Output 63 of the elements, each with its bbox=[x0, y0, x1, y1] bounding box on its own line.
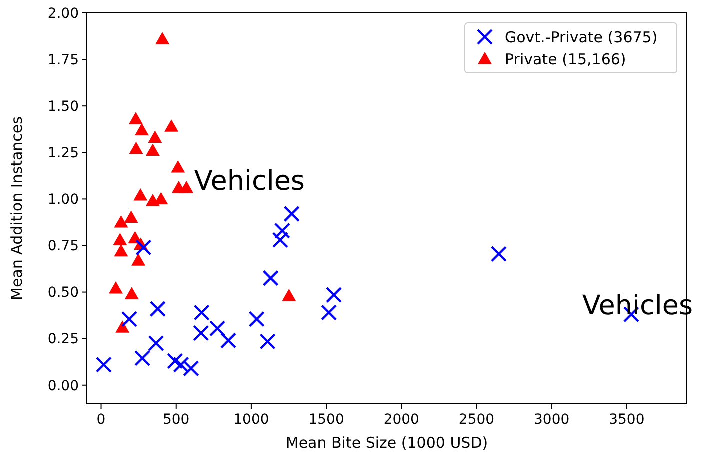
point bbox=[148, 335, 164, 352]
point bbox=[193, 325, 210, 342]
point bbox=[96, 356, 112, 373]
legend-label: Govt.-Private (3675) bbox=[505, 28, 658, 46]
point bbox=[129, 142, 144, 154]
point bbox=[167, 353, 184, 370]
point bbox=[124, 210, 138, 224]
point bbox=[136, 240, 152, 256]
point bbox=[148, 130, 162, 143]
point bbox=[134, 350, 151, 366]
point bbox=[173, 356, 190, 373]
point bbox=[260, 334, 276, 350]
x-tick-label: 1000 bbox=[234, 412, 270, 428]
y-tick-label: 1.00 bbox=[48, 192, 79, 208]
point bbox=[134, 188, 148, 201]
x-axis-title: Mean Bite Size (1000 USD) bbox=[286, 434, 488, 452]
y-axis-title: Mean Addition Instances bbox=[8, 116, 26, 300]
x-tick-label: 3500 bbox=[609, 412, 645, 428]
point bbox=[121, 311, 138, 328]
point bbox=[116, 320, 130, 333]
point bbox=[171, 160, 186, 173]
point bbox=[282, 289, 296, 302]
annotation: Vehicles bbox=[194, 166, 306, 197]
point bbox=[150, 300, 166, 318]
point bbox=[183, 360, 200, 377]
point bbox=[321, 304, 338, 321]
y-tick-label: 1.50 bbox=[48, 98, 79, 115]
y-tick-label: 0.00 bbox=[48, 378, 79, 394]
y-tick-label: 0.25 bbox=[48, 332, 79, 348]
x-tick-label: 2000 bbox=[384, 412, 420, 428]
point bbox=[248, 311, 265, 328]
x-tick-label: 0 bbox=[96, 412, 106, 428]
point bbox=[114, 215, 128, 228]
point bbox=[274, 222, 290, 239]
point bbox=[132, 254, 146, 266]
legend-label: Private (15,166) bbox=[505, 50, 626, 68]
point bbox=[194, 304, 210, 321]
point bbox=[490, 246, 508, 262]
x-tick-label: 1500 bbox=[308, 412, 344, 428]
point bbox=[180, 181, 194, 194]
y-tick-label: 0.50 bbox=[48, 285, 79, 302]
point bbox=[134, 123, 149, 136]
point bbox=[220, 332, 237, 349]
x-tick-label: 2500 bbox=[458, 412, 495, 428]
x-tick-label: 3000 bbox=[534, 412, 570, 428]
point bbox=[326, 286, 342, 304]
point bbox=[108, 282, 123, 294]
point bbox=[209, 320, 226, 337]
point bbox=[114, 244, 128, 257]
point bbox=[146, 144, 160, 156]
x-tick-label: 500 bbox=[162, 412, 190, 428]
y-tick-label: 2.00 bbox=[48, 6, 79, 22]
point bbox=[113, 233, 128, 246]
point bbox=[156, 32, 170, 44]
point bbox=[128, 112, 143, 124]
point bbox=[164, 120, 179, 132]
y-tick-label: 1.25 bbox=[48, 146, 79, 162]
y-tick-label: 0.75 bbox=[48, 238, 79, 255]
y-tick-label: 1.75 bbox=[48, 52, 79, 68]
point bbox=[124, 287, 139, 300]
point bbox=[272, 232, 289, 248]
point bbox=[262, 270, 279, 286]
point bbox=[284, 206, 300, 222]
